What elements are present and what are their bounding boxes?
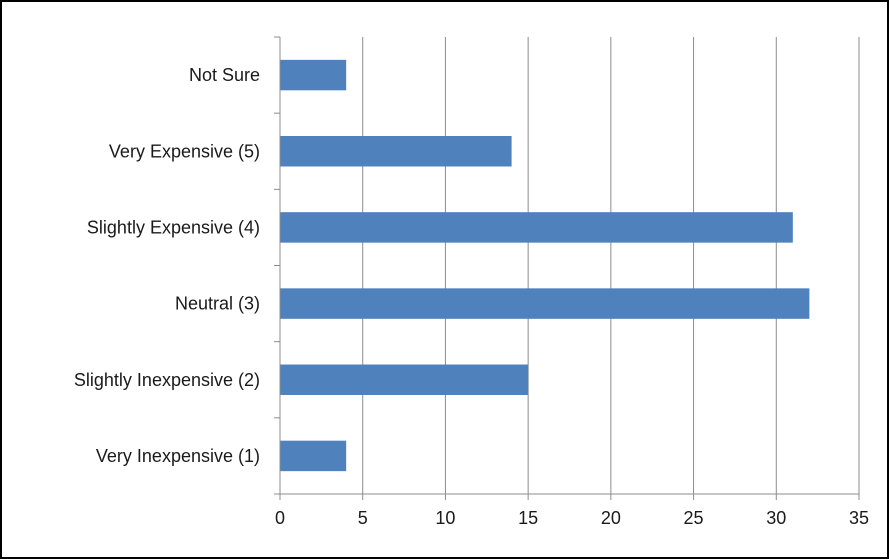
x-tick-label: 30	[766, 508, 786, 528]
x-tick-label: 35	[849, 508, 869, 528]
x-tick-label: 5	[358, 508, 368, 528]
gridlines	[362, 37, 860, 494]
bar	[280, 364, 529, 395]
bar	[280, 59, 347, 91]
category-label: Slightly Inexpensive (2)	[74, 370, 260, 390]
bar	[280, 212, 793, 243]
category-label: Neutral (3)	[175, 294, 260, 314]
bar	[280, 288, 810, 319]
bars	[280, 59, 810, 472]
bar	[280, 440, 347, 472]
x-tick-label: 20	[601, 508, 621, 528]
x-tick-label: 0	[275, 508, 285, 528]
labels: 0 5 10 15 20 25 30 35 Not Sure Very Expensive (5)…	[74, 65, 869, 528]
bar	[280, 136, 512, 167]
x-tick-label: 10	[435, 508, 455, 528]
x-tick-label: 25	[684, 508, 704, 528]
x-tick-label: 15	[518, 508, 538, 528]
category-label: Slightly Expensive (4)	[87, 217, 260, 237]
category-label: Not Sure	[189, 65, 260, 85]
category-label: Very Inexpensive (1)	[96, 446, 260, 466]
category-label: Very Expensive (5)	[109, 141, 260, 161]
axes	[274, 36, 860, 500]
